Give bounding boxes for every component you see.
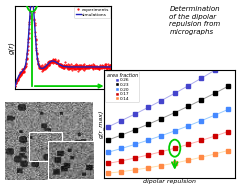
experiments: [25, 57, 28, 60]
Legend: experiments, simulations: experiments, simulations: [74, 7, 110, 18]
experiments: [84, 67, 87, 69]
experiments: [83, 67, 86, 69]
simulations: [84, 66, 87, 68]
Legend: 0.26, 0.23, 0.20, 0.17, 0.14: 0.26, 0.23, 0.20, 0.17, 0.14: [106, 71, 139, 102]
experiments: [52, 59, 55, 61]
Line: simulations: simulations: [15, 0, 111, 87]
Text: Determination
of the dipolar
repulsion from
micrographs: Determination of the dipolar repulsion f…: [169, 6, 221, 35]
Y-axis label: g(r): g(r): [8, 41, 15, 54]
Line: experiments: experiments: [14, 0, 112, 87]
experiments: [14, 85, 16, 87]
simulations: [83, 66, 86, 68]
Bar: [29, 132, 62, 161]
simulations: [25, 58, 28, 60]
simulations: [110, 66, 113, 68]
Y-axis label: g(r_max): g(r_max): [98, 110, 104, 138]
simulations: [52, 60, 55, 62]
simulations: [14, 86, 16, 88]
experiments: [110, 64, 113, 67]
X-axis label: dipolar repulsion: dipolar repulsion: [143, 179, 196, 184]
experiments: [45, 64, 48, 67]
experiments: [74, 63, 77, 65]
simulations: [74, 66, 77, 68]
simulations: [45, 64, 48, 67]
